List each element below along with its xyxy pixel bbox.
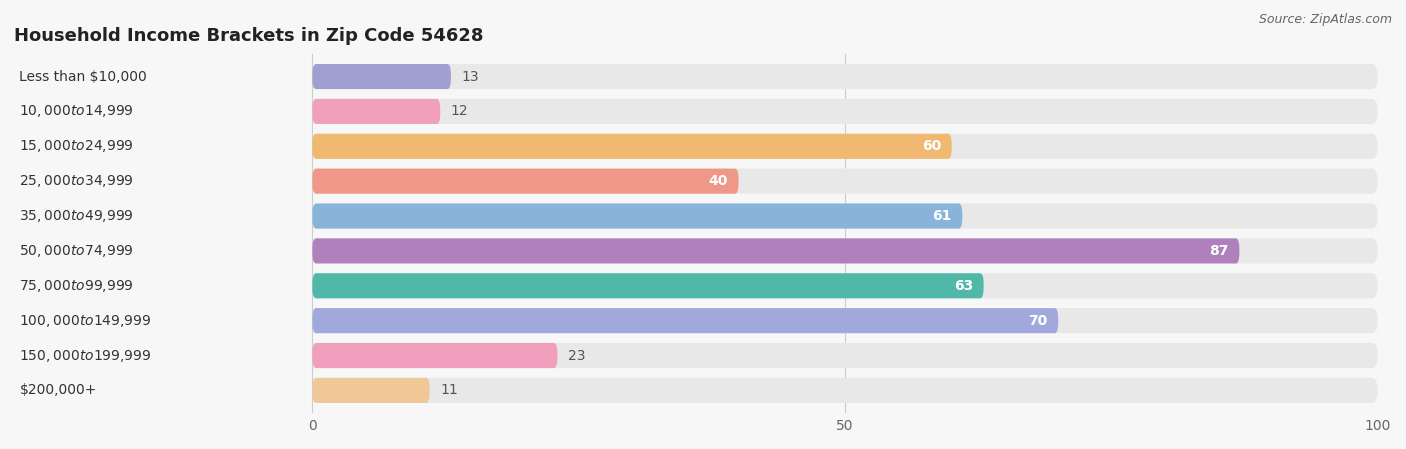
FancyBboxPatch shape xyxy=(312,343,1378,368)
FancyBboxPatch shape xyxy=(312,238,1239,264)
Text: 13: 13 xyxy=(461,70,479,84)
Text: Source: ZipAtlas.com: Source: ZipAtlas.com xyxy=(1258,13,1392,26)
Text: $75,000 to $99,999: $75,000 to $99,999 xyxy=(20,278,134,294)
FancyBboxPatch shape xyxy=(312,99,440,124)
FancyBboxPatch shape xyxy=(312,273,984,298)
Text: Household Income Brackets in Zip Code 54628: Household Income Brackets in Zip Code 54… xyxy=(14,27,484,45)
Text: 70: 70 xyxy=(1028,314,1047,328)
FancyBboxPatch shape xyxy=(312,203,1378,229)
FancyBboxPatch shape xyxy=(312,99,1378,124)
Text: $25,000 to $34,999: $25,000 to $34,999 xyxy=(20,173,134,189)
FancyBboxPatch shape xyxy=(312,378,430,403)
Text: $10,000 to $14,999: $10,000 to $14,999 xyxy=(20,103,134,119)
Text: $150,000 to $199,999: $150,000 to $199,999 xyxy=(20,348,152,364)
Text: $35,000 to $49,999: $35,000 to $49,999 xyxy=(20,208,134,224)
Text: 40: 40 xyxy=(709,174,728,188)
Text: 61: 61 xyxy=(932,209,952,223)
FancyBboxPatch shape xyxy=(312,343,557,368)
FancyBboxPatch shape xyxy=(312,273,1378,298)
Text: 12: 12 xyxy=(451,105,468,119)
FancyBboxPatch shape xyxy=(312,134,952,159)
Text: $100,000 to $149,999: $100,000 to $149,999 xyxy=(20,313,152,329)
Text: 23: 23 xyxy=(568,348,586,362)
FancyBboxPatch shape xyxy=(312,134,1378,159)
FancyBboxPatch shape xyxy=(312,64,1378,89)
Text: $50,000 to $74,999: $50,000 to $74,999 xyxy=(20,243,134,259)
Text: 87: 87 xyxy=(1209,244,1229,258)
Text: Less than $10,000: Less than $10,000 xyxy=(20,70,148,84)
FancyBboxPatch shape xyxy=(312,308,1378,333)
Text: 11: 11 xyxy=(440,383,458,397)
FancyBboxPatch shape xyxy=(312,238,1378,264)
Text: 63: 63 xyxy=(953,279,973,293)
Text: 60: 60 xyxy=(922,139,941,153)
FancyBboxPatch shape xyxy=(312,378,1378,403)
FancyBboxPatch shape xyxy=(312,169,1378,194)
FancyBboxPatch shape xyxy=(312,203,962,229)
FancyBboxPatch shape xyxy=(312,308,1059,333)
Text: $15,000 to $24,999: $15,000 to $24,999 xyxy=(20,138,134,154)
FancyBboxPatch shape xyxy=(312,64,451,89)
FancyBboxPatch shape xyxy=(312,169,738,194)
Text: $200,000+: $200,000+ xyxy=(20,383,97,397)
